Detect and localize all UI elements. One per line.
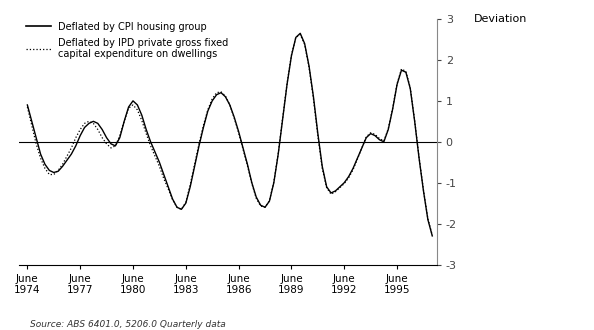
Y-axis label: Deviation: Deviation	[474, 14, 527, 24]
Text: Source: ABS 6401.0, 5206.0 Quarterly data: Source: ABS 6401.0, 5206.0 Quarterly dat…	[30, 320, 226, 329]
Legend: Deflated by CPI housing group, Deflated by IPD private gross fixed
capital expen: Deflated by CPI housing group, Deflated …	[23, 19, 232, 62]
